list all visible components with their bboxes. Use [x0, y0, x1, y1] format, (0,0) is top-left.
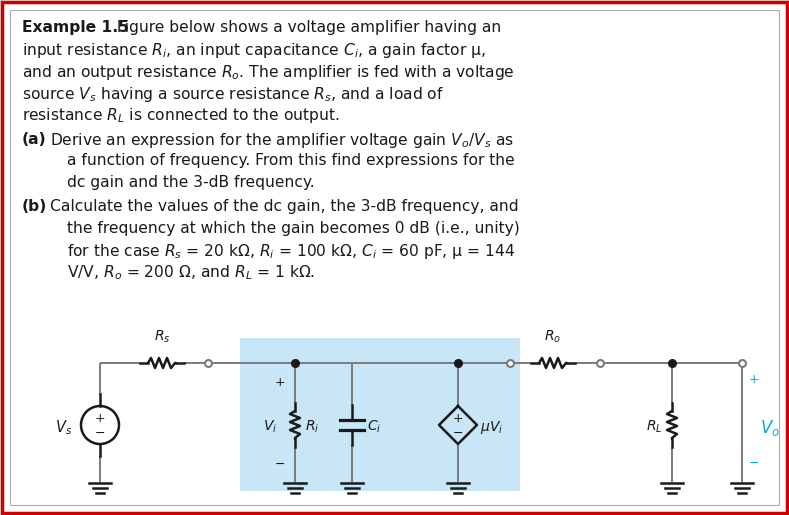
Text: for the case $R_s$ = 20 kΩ, $R_i$ = 100 kΩ, $C_i$ = 60 pF, μ = 144: for the case $R_s$ = 20 kΩ, $R_i$ = 100 … [67, 242, 515, 261]
Text: resistance $R_L$ is connected to the output.: resistance $R_L$ is connected to the out… [22, 106, 339, 125]
Text: −: − [749, 457, 759, 470]
Text: −: − [95, 426, 105, 439]
Text: +: + [275, 376, 286, 389]
Text: +: + [749, 373, 759, 386]
Text: Example 1.5: Example 1.5 [22, 20, 129, 35]
Text: $V_o$: $V_o$ [760, 418, 780, 438]
Text: $R_o$: $R_o$ [544, 329, 562, 345]
Text: −: − [453, 426, 463, 439]
Text: Derive an expression for the amplifier voltage gain $V_o/V_s$ as: Derive an expression for the amplifier v… [50, 131, 514, 150]
Text: $V_s$: $V_s$ [55, 419, 72, 437]
Text: V/V, $R_o$ = 200 Ω, and $R_L$ = 1 kΩ.: V/V, $R_o$ = 200 Ω, and $R_L$ = 1 kΩ. [67, 264, 316, 282]
Text: Calculate the values of the dc gain, the 3-dB frequency, and: Calculate the values of the dc gain, the… [50, 199, 518, 214]
Text: $\mu V_i$: $\mu V_i$ [480, 420, 503, 437]
Text: +: + [453, 411, 463, 424]
Text: $R_L$: $R_L$ [645, 419, 662, 435]
Text: $V_i$: $V_i$ [263, 419, 277, 435]
Text: the frequency at which the gain becomes 0 dB (i.e., unity): the frequency at which the gain becomes … [67, 220, 520, 235]
Text: $R_s$: $R_s$ [154, 329, 170, 345]
Text: Figure below shows a voltage amplifier having an: Figure below shows a voltage amplifier h… [112, 20, 501, 35]
Text: $R_i$: $R_i$ [305, 419, 320, 435]
Text: a function of frequency. From this find expressions for the: a function of frequency. From this find … [67, 153, 514, 168]
Text: input resistance $R_i$, an input capacitance $C_i$, a gain factor μ,: input resistance $R_i$, an input capacit… [22, 42, 486, 60]
Text: (a): (a) [22, 131, 47, 146]
Text: (b): (b) [22, 199, 47, 214]
Text: and an output resistance $R_o$. The amplifier is fed with a voltage: and an output resistance $R_o$. The ampl… [22, 63, 514, 82]
Text: +: + [95, 411, 105, 424]
Text: source $V_s$ having a source resistance $R_s$, and a load of: source $V_s$ having a source resistance … [22, 84, 444, 104]
Text: dc gain and the 3-dB frequency.: dc gain and the 3-dB frequency. [67, 175, 315, 190]
Bar [240, 338, 520, 491]
Text: $C_i$: $C_i$ [367, 419, 381, 435]
Text: −: − [275, 458, 286, 471]
